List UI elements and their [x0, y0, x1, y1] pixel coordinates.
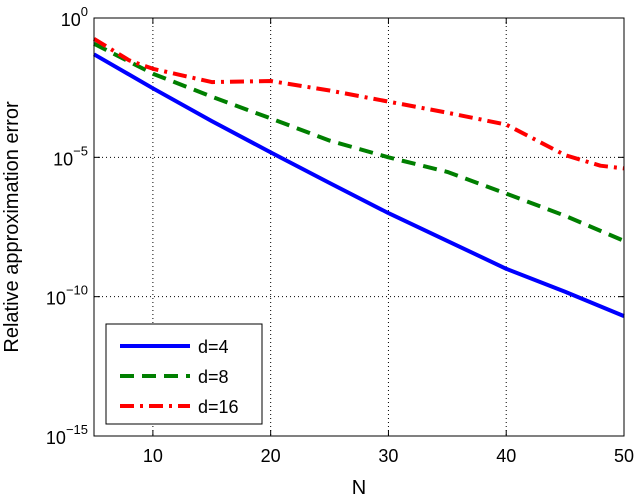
- x-axis-label: N: [352, 477, 366, 494]
- x-tick-label: 20: [261, 446, 281, 466]
- x-tick-label: 40: [496, 446, 516, 466]
- axis-ticks: 10 20 30 40 50 100 10−5 10−10 10−15: [46, 4, 634, 466]
- legend-label: d=16: [198, 397, 239, 417]
- series-layer: [92, 37, 625, 318]
- x-tick-label: 10: [143, 446, 163, 466]
- plot-frame: [93, 17, 625, 437]
- legend: d=4 d=8 d=16: [105, 323, 263, 425]
- y-tick-label: 10−5: [53, 143, 88, 169]
- series-line-d-4: [93, 52, 625, 318]
- x-tick-label: 50: [614, 446, 634, 466]
- y-tick-label: 10−15: [46, 422, 88, 448]
- y-tick-label: 100: [61, 4, 88, 30]
- series-line-d-8: [93, 41, 625, 243]
- legend-label: d=4: [198, 337, 229, 357]
- legend-label: d=8: [198, 367, 229, 387]
- x-tick-label: 30: [378, 446, 398, 466]
- y-tick-label: 10−10: [46, 283, 88, 309]
- y-axis-label: Relative approximation error: [1, 101, 23, 353]
- series-line-d-16: [92, 37, 625, 171]
